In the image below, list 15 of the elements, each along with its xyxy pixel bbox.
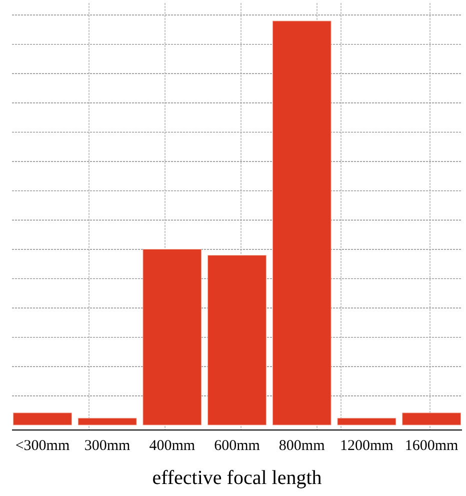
bar xyxy=(208,255,266,426)
x-tick-label: 300mm xyxy=(84,438,131,454)
x-tick-label: 800mm xyxy=(278,438,326,454)
bar xyxy=(78,418,137,426)
bar xyxy=(142,249,202,426)
bar xyxy=(402,412,461,426)
bar xyxy=(13,412,72,426)
bar xyxy=(272,20,332,426)
bar xyxy=(337,418,396,426)
x-tick-label: 1600mm xyxy=(404,438,459,454)
x-tick-label: 400mm xyxy=(149,438,196,454)
x-axis-title: effective focal length xyxy=(152,467,322,489)
x-tick-label: 1200mm xyxy=(340,438,394,454)
x-tick-label: 600mm xyxy=(214,438,260,454)
x-tick-label: <300mm xyxy=(15,438,70,454)
